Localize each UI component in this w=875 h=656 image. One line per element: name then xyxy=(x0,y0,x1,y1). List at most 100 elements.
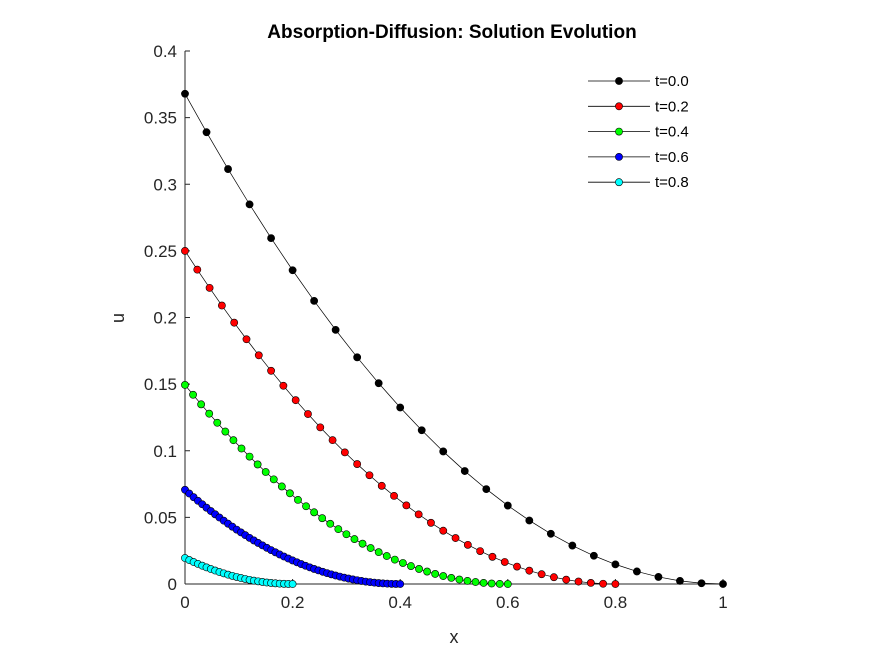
data-point xyxy=(586,579,595,587)
data-point xyxy=(382,552,391,560)
data-point xyxy=(546,529,555,538)
data-point xyxy=(427,518,435,527)
legend-item: t=0.2 xyxy=(588,98,689,115)
data-point xyxy=(447,574,456,582)
data-point xyxy=(205,409,214,418)
data-point xyxy=(224,165,232,173)
x-tick-label: 0.8 xyxy=(604,593,628,612)
data-point xyxy=(396,403,405,412)
y-axis-label: u xyxy=(108,313,128,323)
data-point xyxy=(471,578,480,586)
data-point xyxy=(365,471,374,480)
data-point xyxy=(202,128,211,137)
data-point xyxy=(326,519,335,528)
data-point xyxy=(390,555,399,564)
data-point xyxy=(374,379,383,388)
data-point xyxy=(217,301,226,310)
legend-label: t=0.0 xyxy=(655,73,689,90)
data-point xyxy=(451,534,460,542)
data-point xyxy=(267,366,275,375)
data-point xyxy=(568,541,577,550)
data-point xyxy=(254,351,263,360)
y-tick-label: 0.1 xyxy=(153,442,177,461)
data-point xyxy=(455,575,464,584)
data-point xyxy=(676,576,684,585)
data-point xyxy=(476,547,485,555)
data-point xyxy=(340,448,349,457)
legend-label: t=0.6 xyxy=(655,149,689,166)
data-point xyxy=(402,501,411,510)
data-point xyxy=(414,510,423,519)
series-t=0.4 xyxy=(181,381,512,588)
data-point xyxy=(304,410,312,418)
data-point xyxy=(310,296,319,305)
data-point xyxy=(286,489,294,498)
data-point xyxy=(460,467,469,475)
data-point xyxy=(366,544,375,552)
data-point xyxy=(350,535,359,543)
data-point xyxy=(213,418,222,427)
data-point xyxy=(334,525,343,534)
legend-item: t=0.4 xyxy=(588,124,689,141)
data-point xyxy=(316,423,325,432)
data-point xyxy=(288,266,297,275)
data-point xyxy=(439,447,448,456)
data-point xyxy=(189,390,197,399)
x-axis-label: x xyxy=(450,627,459,647)
data-point xyxy=(719,580,727,588)
data-point xyxy=(288,580,297,588)
data-point xyxy=(302,502,310,511)
data-point xyxy=(353,460,362,468)
data-point xyxy=(488,552,497,561)
data-point xyxy=(242,335,251,344)
data-point xyxy=(562,575,571,584)
legend-marker xyxy=(615,178,623,187)
data-point xyxy=(574,577,583,586)
y-tick-label: 0.3 xyxy=(153,175,177,194)
legend-label: t=0.8 xyxy=(655,174,689,191)
data-point xyxy=(431,570,440,578)
data-point xyxy=(611,560,620,569)
legend-marker xyxy=(615,127,623,136)
x-tick-label: 1 xyxy=(718,593,727,612)
legend-marker xyxy=(615,77,623,85)
y-tick-label: 0.05 xyxy=(144,508,177,527)
data-point xyxy=(525,516,534,525)
data-point xyxy=(230,318,239,327)
series-t=0.8 xyxy=(181,554,297,588)
data-point xyxy=(205,283,214,292)
data-point xyxy=(197,400,206,409)
data-point xyxy=(261,468,270,476)
y-tick-label: 0.15 xyxy=(144,375,177,394)
data-point xyxy=(318,514,327,523)
data-point xyxy=(482,485,491,493)
data-point xyxy=(279,381,288,390)
legend-item: t=0.6 xyxy=(588,149,689,166)
data-point xyxy=(181,89,189,98)
data-point xyxy=(503,501,512,510)
data-point xyxy=(398,559,407,567)
legend-label: t=0.2 xyxy=(655,98,689,115)
data-point xyxy=(221,427,230,436)
data-point xyxy=(537,570,546,579)
data-point xyxy=(589,551,598,560)
data-point xyxy=(237,444,246,453)
data-point xyxy=(310,508,319,517)
data-point xyxy=(294,495,302,504)
x-tick-label: 0.6 xyxy=(496,593,520,612)
data-point xyxy=(181,381,189,389)
data-point xyxy=(291,396,300,405)
y-tick-label: 0.4 xyxy=(153,42,177,61)
data-point xyxy=(331,325,340,334)
data-point xyxy=(267,234,275,242)
data-point xyxy=(353,353,362,362)
data-point xyxy=(503,580,512,588)
data-point xyxy=(415,565,423,573)
data-point xyxy=(396,580,405,588)
x-tick-label: 0.2 xyxy=(281,593,305,612)
data-point xyxy=(439,526,448,535)
y-tick-label: 0.35 xyxy=(144,109,177,128)
series-t=0.2 xyxy=(181,246,620,588)
